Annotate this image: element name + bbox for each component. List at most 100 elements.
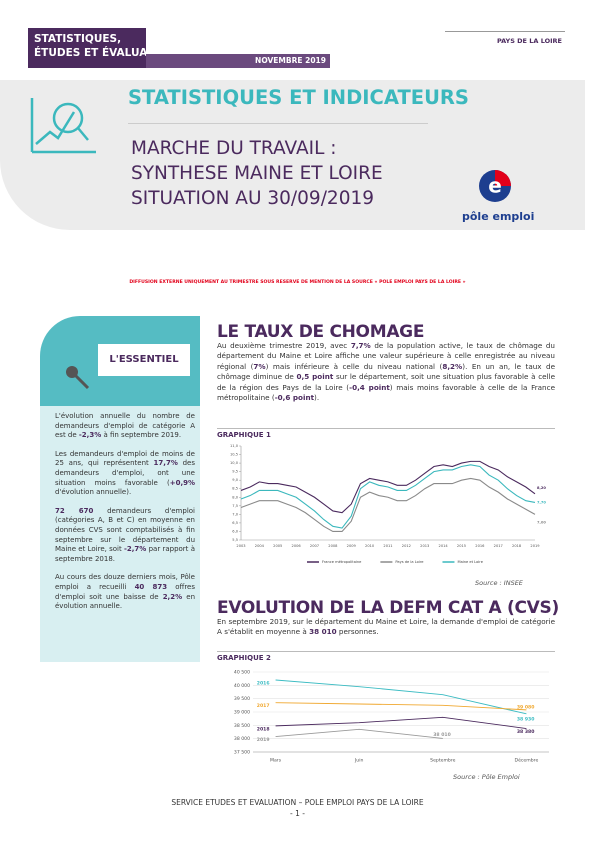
series-line	[240, 460, 536, 514]
y-tick-label: 40 000	[234, 683, 250, 689]
text: Au cours des douze derniers mois, Pôle e…	[55, 573, 195, 591]
bold-text: 7,7%	[350, 341, 371, 350]
text: offres d'emploi soit une baisse de	[55, 582, 195, 601]
y-tick-label: 40 500	[234, 670, 250, 676]
sidebar-title: L'ESSENTIEL	[98, 344, 190, 376]
legend-label: 2019	[257, 737, 270, 743]
series-line	[275, 702, 527, 711]
text: ). En un an, le taux de chômage diminue …	[217, 361, 555, 382]
y-tick-label: 6,5	[232, 521, 238, 525]
y-tick-label: 9,5	[232, 470, 238, 474]
paragraph: En septembre 2019, sur le département du…	[217, 617, 555, 638]
legend-label: Maine et Loire	[457, 560, 483, 564]
subtitle-line: MARCHE DU TRAVAIL :	[131, 138, 337, 159]
chart-label: GRAPHIQUE 1	[217, 428, 555, 439]
brand-box	[28, 28, 146, 68]
logo-text: pôle emploi	[462, 210, 535, 223]
y-tick-label: 8,5	[232, 487, 238, 491]
section-title: EVOLUTION DE LA DEFM CAT A (CVS)	[217, 598, 559, 618]
text: ).	[314, 393, 320, 403]
text: ) mais moins favorable à celle de la Fra…	[217, 382, 555, 403]
y-tick-label: 10,0	[230, 461, 239, 465]
x-tick-label: Mars	[270, 758, 282, 764]
section-title: LE TAUX DE CHOMAGE	[217, 322, 425, 342]
text: sur le département, soit une situation p…	[217, 372, 555, 392]
footer: SERVICE ETUDES ET EVALUATION – POLE EMPL…	[171, 798, 424, 807]
bold-text: -0,4 point	[349, 382, 390, 392]
hero-subtitle: MARCHE DU TRAVAIL : SYNTHESE MAINE ET LOI…	[131, 136, 383, 211]
y-tick-label: 11,0	[230, 444, 239, 448]
text: par rapport à septembre 2018.	[55, 545, 195, 563]
y-tick-label: 7,0	[232, 512, 238, 516]
icon	[30, 98, 96, 154]
text: En septembre 2019, sur le département du…	[217, 617, 555, 637]
paragraph: 72 670 demandeurs d'emploi (catégories A…	[55, 507, 195, 565]
x-tick-label: Décembre	[515, 757, 539, 764]
bold-text: 38 010	[309, 627, 337, 637]
legend-label: 2016	[257, 681, 270, 687]
bold-text: 2,2%	[162, 592, 183, 601]
legend-label: Pays de la Loire	[395, 560, 424, 564]
logo: e	[479, 170, 511, 202]
x-tick-label: 2003	[236, 544, 245, 548]
paragraph: Au cours des douze derniers mois, Pôle e…	[55, 573, 195, 611]
x-tick-label: 2013	[420, 544, 429, 548]
x-tick-label: 2004	[255, 544, 265, 548]
x-tick-label: 2016	[475, 544, 485, 548]
value-label: 8,20	[537, 486, 546, 490]
value-label: 39 080	[517, 704, 535, 710]
text: demandeurs d'emploi (catégories A, B et …	[55, 506, 195, 554]
value-label: 38 010	[433, 732, 451, 738]
hero-title: STATISTIQUES ET INDICATEURS	[128, 86, 469, 109]
y-tick-label: 38 500	[234, 723, 250, 729]
bold-text: 72 670	[55, 506, 94, 515]
brand-line: ÉTUDES ET ÉVALUATIONS	[34, 47, 183, 59]
y-tick-label: 39 500	[234, 696, 250, 702]
date: NOVEMBRE 2019	[255, 56, 326, 65]
sidebar: L'évolution annuelle du nombre de demand…	[40, 406, 200, 662]
bold-text: 17,7%	[153, 459, 178, 468]
y-tick-label: 10,5	[230, 453, 238, 457]
x-tick-label: Juin	[354, 758, 364, 764]
source: Source : INSEE	[475, 579, 523, 587]
text: des demandeurs d'emploi, ont une situati…	[55, 459, 196, 487]
x-tick-label: 2019	[530, 544, 540, 548]
subtitle-line: SITUATION AU 30/09/2019	[131, 188, 375, 209]
x-tick-label: 2017	[494, 544, 503, 548]
x-tick-label: 2005	[273, 544, 282, 548]
y-tick-label: 7,5	[232, 504, 238, 508]
x-tick-label: 2007	[310, 544, 319, 548]
chart-label: GRAPHIQUE 2	[217, 651, 555, 662]
x-tick-label: Septembre	[430, 758, 455, 764]
text: à fin septembre 2019.	[101, 431, 182, 440]
subtitle-line: SYNTHESE MAINE ET LOIRE	[131, 163, 383, 184]
bold-text: +0,9%	[169, 478, 195, 487]
series-line	[275, 716, 527, 729]
y-tick-label: 39 000	[234, 710, 250, 716]
paragraph: Les demandeurs d'emploi de moins de 25 a…	[55, 450, 195, 498]
y-tick-label: 37 500	[234, 750, 250, 756]
x-tick-label: 2006	[292, 544, 302, 548]
value-label: 38 930	[517, 716, 535, 722]
source: Source : Pôle Emploi	[453, 773, 520, 781]
bold-text: 0,5 point	[296, 372, 334, 382]
legend-label: 2018	[257, 726, 270, 732]
key-icon	[66, 366, 90, 390]
value-label: 38 380	[517, 729, 535, 735]
region: PAYS DE LA LOIRE	[496, 37, 562, 45]
hero-panel	[0, 80, 585, 230]
date-band	[146, 54, 330, 68]
y-tick-label: 9,0	[232, 478, 238, 482]
x-tick-label: 2018	[512, 544, 522, 548]
page-number: - 1 -	[290, 809, 305, 818]
chart: 37 500 38 000 38 500 39 000 39 500 40 000 40 5…	[234, 670, 549, 764]
x-tick-label: 2008	[328, 544, 338, 548]
y-tick-label: 38 000	[234, 736, 250, 742]
brand: STATISTIQUES, ÉTUDES ET ÉVALUATIONS	[34, 32, 183, 60]
bold-text: -0,6 point	[274, 393, 315, 403]
text: personnes.	[336, 627, 379, 637]
bold-text: 40 873	[134, 582, 168, 591]
text: en évolution annuelle.	[55, 592, 196, 611]
series-line	[240, 477, 536, 532]
bold-text: 8,2%	[442, 361, 463, 371]
